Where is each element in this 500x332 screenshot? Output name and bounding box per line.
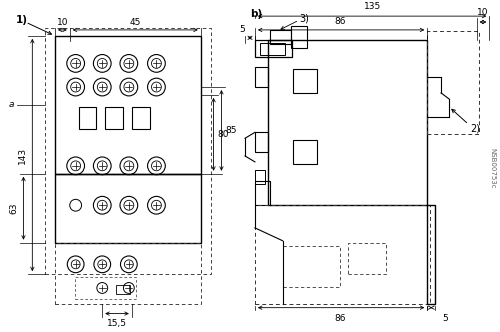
Bar <box>116 285 130 294</box>
Bar <box>428 205 435 304</box>
Bar <box>55 174 201 243</box>
Text: b): b) <box>250 9 262 19</box>
Bar <box>294 140 317 164</box>
Bar <box>348 243 386 274</box>
Bar <box>255 132 268 152</box>
Bar <box>428 31 478 134</box>
Bar <box>294 69 317 93</box>
Bar <box>282 246 340 287</box>
Text: a: a <box>9 100 15 109</box>
Bar <box>268 40 428 205</box>
Bar <box>260 43 285 54</box>
Text: 15,5: 15,5 <box>107 318 127 327</box>
Bar <box>270 30 291 44</box>
Text: 10: 10 <box>476 8 488 17</box>
Bar <box>255 67 268 87</box>
Text: 1): 1) <box>16 15 28 25</box>
Bar <box>132 107 150 129</box>
Text: 63: 63 <box>10 203 18 214</box>
Text: 5: 5 <box>442 314 448 323</box>
Text: 5: 5 <box>239 25 245 34</box>
Text: 80: 80 <box>218 130 229 139</box>
Bar <box>78 107 96 129</box>
Bar <box>255 205 430 304</box>
Text: 2): 2) <box>470 124 480 133</box>
Bar <box>255 181 270 205</box>
Text: 10: 10 <box>56 18 68 27</box>
Bar <box>55 243 201 304</box>
Text: 45: 45 <box>130 18 141 27</box>
Text: 86: 86 <box>335 314 346 323</box>
Bar <box>255 170 265 184</box>
Bar <box>74 277 136 299</box>
Bar <box>45 28 210 274</box>
Bar <box>255 40 292 57</box>
Bar <box>292 26 307 47</box>
Text: 143: 143 <box>18 146 28 164</box>
Bar <box>55 36 201 174</box>
Text: 86: 86 <box>335 17 346 26</box>
Bar <box>105 107 123 129</box>
Text: 135: 135 <box>364 2 381 11</box>
Text: 3): 3) <box>299 13 309 23</box>
Text: NSB00753c: NSB00753c <box>490 148 496 189</box>
Text: 85: 85 <box>226 126 237 135</box>
